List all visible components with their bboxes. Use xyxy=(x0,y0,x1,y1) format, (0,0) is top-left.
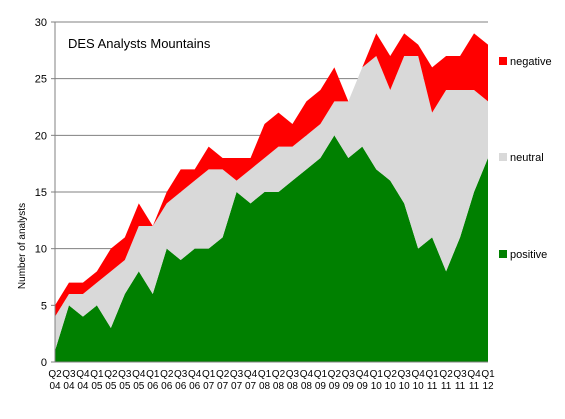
legend-label-neutral: neutral xyxy=(510,152,544,164)
x-tick-label: Q4 09 xyxy=(356,369,370,392)
x-tick-label: Q3 10 xyxy=(398,369,412,392)
x-tick-label: Q1 08 xyxy=(258,369,272,392)
x-tick-label: Q4 06 xyxy=(188,369,202,392)
legend-label-positive: positive xyxy=(510,249,547,261)
y-tick-label: 0 xyxy=(41,357,47,369)
x-tick-label: Q1 07 xyxy=(202,369,216,392)
x-tick-label: Q3 07 xyxy=(230,369,244,392)
x-tick-label: Q4 10 xyxy=(411,369,425,392)
y-tick-labels: 0 5 10 15 20 25 30 xyxy=(35,17,47,369)
y-tick-label: 15 xyxy=(35,187,47,199)
x-tick-label: Q4 04 xyxy=(76,369,90,392)
area-layers xyxy=(55,33,488,362)
x-tick-label: Q3 06 xyxy=(174,369,188,392)
legend-swatch-neutral xyxy=(499,153,507,161)
y-tick-label: 10 xyxy=(35,244,47,256)
x-tick-label: Q1 11 xyxy=(425,369,439,392)
x-tick-label: Q4 05 xyxy=(132,369,146,392)
x-tick-label: Q4 07 xyxy=(244,369,258,392)
axes xyxy=(51,21,488,363)
x-tick-label: Q2 04 xyxy=(48,369,62,392)
x-tick-label: Q1 09 xyxy=(314,369,328,392)
y-tick-label: 20 xyxy=(35,130,47,142)
area-neutral xyxy=(55,56,488,351)
x-tick-label: Q2 08 xyxy=(272,369,286,392)
legend-swatch-positive xyxy=(499,250,507,258)
x-tick-label: Q2 07 xyxy=(216,369,230,392)
x-tick-label: Q4 11 xyxy=(467,369,481,392)
x-tick-label: Q2 10 xyxy=(384,369,398,392)
x-tick-label: Q2 06 xyxy=(160,369,174,392)
legend-label-negative: negative xyxy=(510,56,552,68)
x-tick-label: Q1 12 xyxy=(481,369,495,392)
y-tick-label: 25 xyxy=(35,74,47,86)
x-tick-label: Q3 08 xyxy=(286,369,300,392)
x-tick-label: Q2 09 xyxy=(328,369,342,392)
chart-title: DES Analysts Mountains xyxy=(68,36,211,51)
legend: negative neutral positive xyxy=(499,56,552,261)
x-tick-label: Q1 10 xyxy=(370,369,384,392)
x-tick-label: Q3 04 xyxy=(62,369,76,392)
y-tick-label: 30 xyxy=(35,17,47,29)
x-tick-label: Q2 11 xyxy=(439,369,453,392)
x-tick-label: Q4 08 xyxy=(300,369,314,392)
x-tick-label: Q3 09 xyxy=(342,369,356,392)
x-tick-label: Q3 05 xyxy=(118,369,132,392)
legend-swatch-negative xyxy=(499,57,507,65)
y-tick-label: 5 xyxy=(41,300,47,312)
x-tick-label: Q3 11 xyxy=(453,369,467,392)
y-axis-label: Number of analysts xyxy=(17,203,28,289)
x-tick-label: Q1 06 xyxy=(146,369,160,392)
area-positive xyxy=(55,135,488,362)
area-negative xyxy=(55,33,488,317)
x-tick-label: Q1 05 xyxy=(90,369,104,392)
x-tick-label: Q2 05 xyxy=(104,369,118,392)
